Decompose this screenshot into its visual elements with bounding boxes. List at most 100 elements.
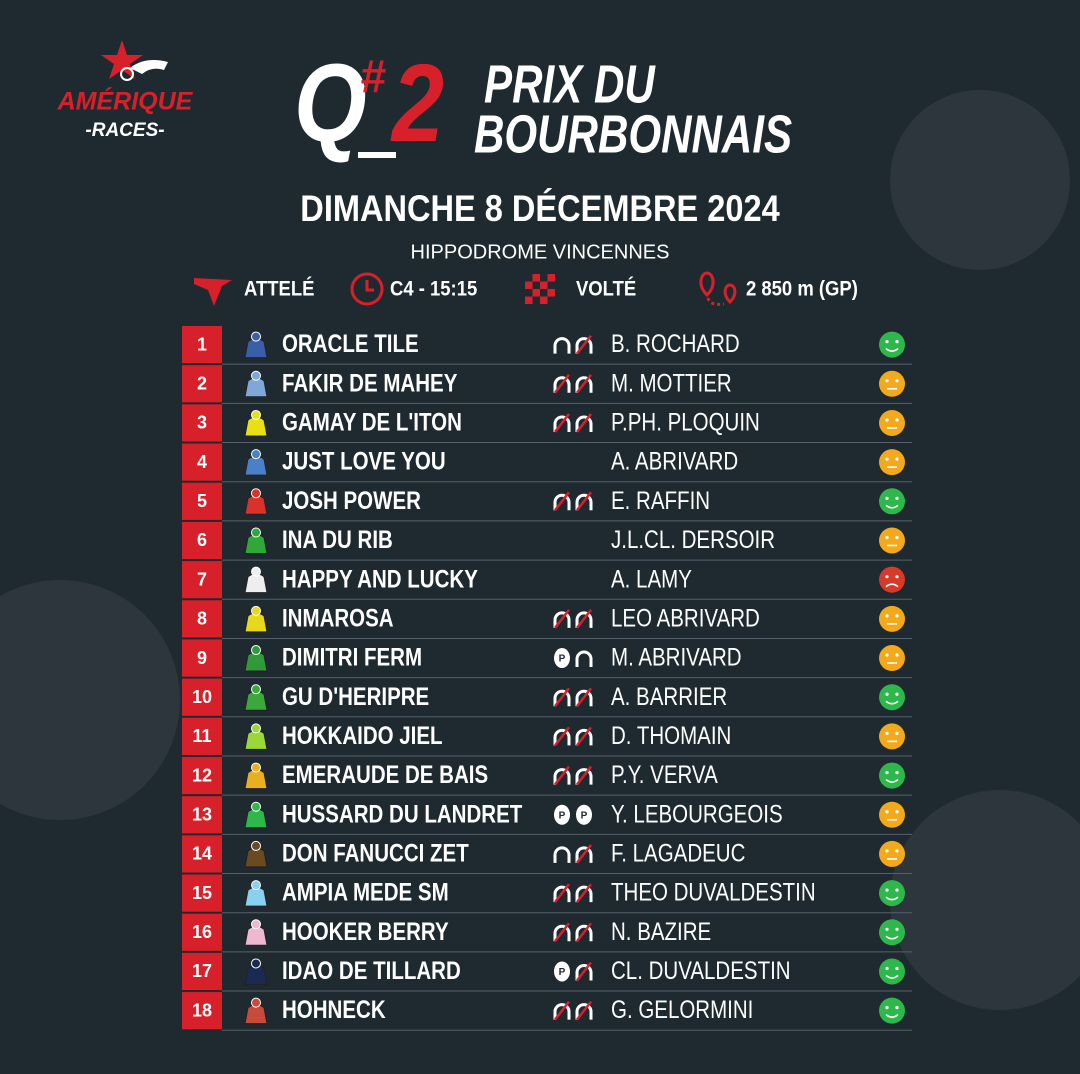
form-eye	[895, 731, 899, 735]
shoe-plate	[576, 804, 592, 825]
shoe-cross	[576, 1000, 592, 1021]
horse-name: GAMAY DE L'ITON	[282, 408, 462, 436]
icon-clock	[350, 272, 384, 306]
silk-cap	[251, 645, 261, 656]
form-face	[879, 527, 905, 554]
shoe	[575, 415, 593, 432]
form-eye	[885, 927, 889, 931]
form-face	[879, 605, 905, 632]
form-eye	[895, 614, 899, 618]
shoe	[575, 768, 593, 785]
form-eye	[895, 888, 899, 892]
number-box	[182, 756, 222, 795]
runner-number: 13	[192, 805, 212, 825]
form-eye	[885, 379, 889, 383]
background-pattern	[0, 90, 1080, 1010]
silk-cap	[251, 958, 261, 969]
silk-cap	[251, 840, 261, 851]
shoe-cross	[554, 413, 570, 433]
shoe-plate-mark: P	[559, 967, 566, 978]
form-eye	[895, 966, 899, 971]
form-eye	[885, 888, 889, 892]
runner-number: 11	[192, 726, 211, 746]
horse-name: HOOKER BERRY	[282, 917, 449, 945]
driver-name: E. RAFFIN	[611, 486, 710, 514]
shoe-cross	[576, 883, 592, 903]
form-mouth	[885, 583, 899, 588]
shoe-cross	[576, 765, 592, 786]
shoe-cross	[576, 961, 592, 982]
horse-name: DON FANUCCI ZET	[282, 839, 469, 867]
form-face	[879, 919, 905, 946]
horse-name: INMAROSA	[282, 603, 394, 631]
driver-name: Y. LEBOURGEOIS	[611, 799, 783, 827]
shoe-cross	[554, 687, 570, 707]
driver-name: A. LAMY	[611, 564, 692, 592]
title-q: Q	[294, 42, 367, 165]
logo-brand: AMÉRIQUE	[57, 87, 194, 116]
icon-harness	[194, 278, 232, 306]
silk-cap	[251, 723, 261, 734]
form-eye	[895, 418, 899, 422]
shoe-cross	[554, 765, 570, 786]
horse-name: FAKIR DE MAHEY	[282, 368, 457, 396]
number-box	[182, 952, 222, 991]
title-number: 2	[390, 42, 444, 165]
shoe	[553, 728, 571, 746]
number-box	[182, 796, 222, 834]
silk-cap	[251, 449, 261, 460]
shoe-cross	[576, 609, 592, 629]
number-box	[182, 482, 222, 520]
shoe	[553, 415, 571, 432]
runner-number: 6	[197, 530, 207, 550]
form-eye	[885, 1006, 889, 1010]
shoe	[553, 337, 571, 354]
shoe-cross	[576, 413, 592, 433]
shoe-cross	[554, 374, 570, 394]
horse-name: JUST LOVE YOU	[282, 447, 446, 475]
silk-cap	[251, 488, 261, 499]
driver-name: A. BARRIER	[611, 682, 727, 710]
form-face	[879, 566, 905, 593]
silk-cap	[251, 801, 261, 812]
shoe-cross	[554, 922, 570, 943]
form-face	[879, 801, 905, 828]
form-eye	[895, 692, 899, 696]
form-eye	[895, 770, 899, 775]
form-face	[879, 997, 905, 1024]
runner-number: 12	[192, 765, 212, 785]
driver-name: CL. DUVALDESTIN	[611, 956, 791, 984]
form-eye	[885, 339, 889, 344]
form-eye	[895, 496, 899, 500]
horse-name: IDAO DE TILLARD	[282, 956, 461, 984]
shoe-cross	[576, 374, 592, 394]
silk-cap	[251, 919, 261, 930]
silk-cap	[251, 527, 261, 538]
number-box	[182, 404, 222, 442]
shoe-plate-mark: P	[581, 810, 588, 821]
form-mouth	[885, 1014, 899, 1018]
horse-name: INA DU RIB	[282, 525, 393, 553]
form-eye	[885, 614, 889, 618]
race-info: 2 850 m (GP)	[746, 277, 858, 300]
shoe-cross	[554, 1000, 570, 1021]
shoe	[575, 924, 593, 942]
silk-cap	[251, 370, 261, 381]
driver-name: THEO DUVALDESTIN	[611, 878, 816, 906]
shoe	[553, 768, 571, 785]
runner-number: 16	[192, 922, 212, 942]
silk-cap	[251, 997, 261, 1008]
shoe	[553, 846, 571, 863]
horse-name: HAPPY AND LUCKY	[282, 564, 478, 592]
icon-distance	[699, 271, 737, 306]
date: DIMANCHE 8 DÉCEMBRE 2024	[300, 187, 780, 229]
form-eye	[895, 535, 899, 540]
silk-cap	[251, 409, 261, 420]
silk-cap	[251, 605, 261, 616]
form-face	[879, 645, 905, 672]
shoe	[553, 1003, 571, 1020]
logo-sub: -RACES-	[85, 120, 164, 141]
form-face	[879, 370, 905, 397]
shoe	[553, 924, 571, 942]
number-box	[182, 443, 222, 481]
